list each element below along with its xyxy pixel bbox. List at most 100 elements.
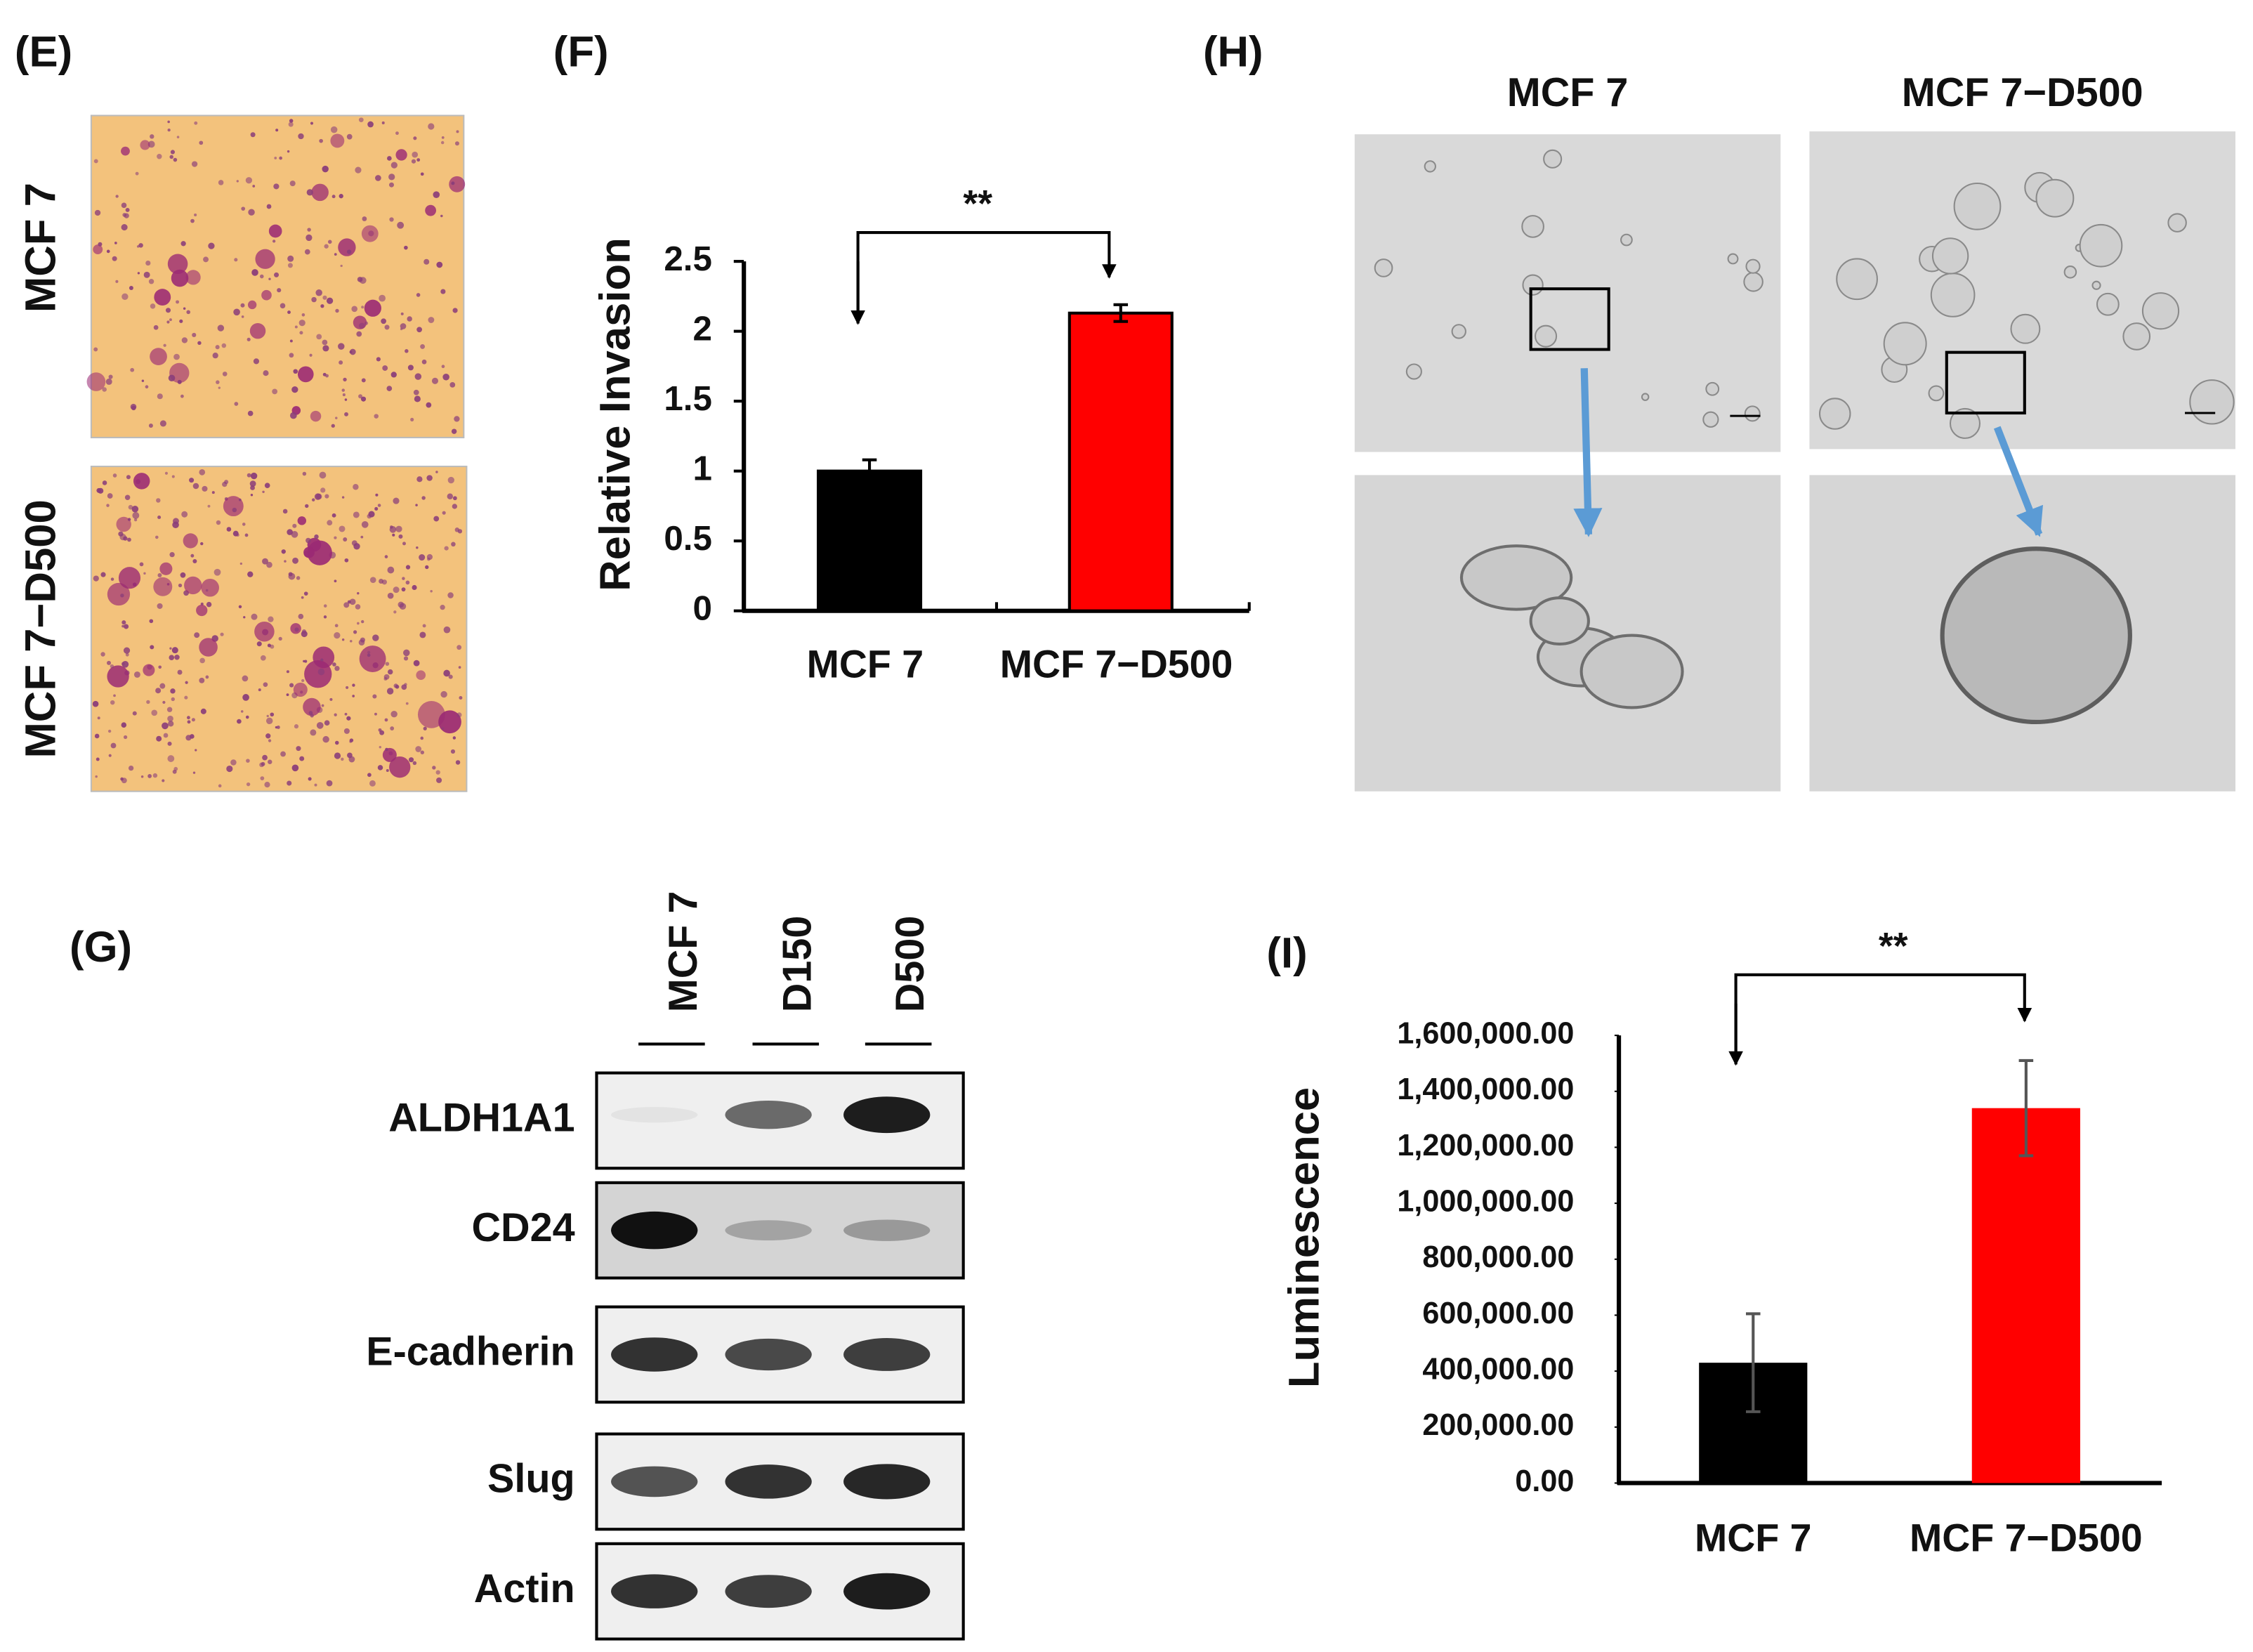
spheroid (1641, 393, 1650, 401)
stained-cell (215, 345, 220, 350)
stained-cell (129, 286, 133, 290)
stained-cell (114, 242, 117, 244)
stained-cell (240, 303, 245, 308)
blot-band (611, 1574, 698, 1608)
stained-cell (277, 288, 282, 293)
panel-label: (I) (1266, 929, 1307, 977)
stained-cell (450, 749, 456, 754)
stained-cell (331, 424, 335, 428)
stained-cell (164, 471, 169, 475)
significance-bracket (856, 230, 1117, 324)
stained-cell (324, 244, 329, 249)
stained-cell (341, 757, 344, 761)
zoom-box (1945, 350, 2026, 415)
stained-cell (416, 476, 423, 483)
stained-cell (344, 398, 348, 401)
stained-cell (443, 669, 450, 677)
stained-cell (388, 173, 395, 181)
stained-cell (192, 332, 197, 338)
stained-cell (92, 700, 99, 707)
stained-cell (341, 638, 345, 641)
stained-cell (376, 357, 381, 362)
stained-cell (456, 645, 462, 650)
stained-cell (412, 761, 417, 766)
stained-cell (315, 289, 322, 296)
stained-cell (291, 530, 298, 538)
stained-cell (334, 536, 337, 539)
stained-cell (303, 697, 321, 716)
stained-cell (338, 343, 345, 350)
stained-cell (353, 630, 357, 634)
stained-cell (140, 140, 150, 150)
stained-cell (326, 780, 333, 787)
stained-cell (408, 757, 414, 763)
stained-cell (237, 719, 242, 724)
stained-cell (172, 769, 177, 774)
stained-cell (137, 272, 140, 275)
stained-cell (218, 180, 224, 185)
stained-cell (296, 576, 301, 580)
stained-cell (369, 780, 376, 787)
stained-cell (334, 632, 341, 639)
stained-cell (107, 729, 112, 733)
stained-cell (322, 165, 329, 173)
stained-cell (384, 324, 390, 330)
stained-cell (322, 735, 329, 743)
y-tick-label: 1 (693, 450, 712, 488)
stained-cell (121, 146, 130, 156)
stained-cell (419, 631, 426, 638)
stained-cell (107, 493, 113, 499)
stained-cell (322, 339, 328, 346)
stained-cell (358, 394, 363, 399)
bar (817, 469, 923, 612)
stained-cell (419, 554, 426, 561)
stained-cell (435, 770, 440, 775)
stained-cell (98, 487, 104, 494)
stained-cell (173, 353, 180, 360)
stained-cell (286, 693, 289, 696)
stained-cell (344, 712, 348, 716)
stained-cell (97, 716, 100, 720)
stained-cell (413, 136, 417, 140)
stained-cell (275, 129, 279, 132)
spheroid (2096, 292, 2120, 316)
stained-cell (263, 370, 269, 376)
stained-cell (107, 665, 129, 688)
y-axis-title: Luminescence (1280, 1087, 1328, 1388)
stained-cell (388, 182, 394, 188)
stained-cell (250, 485, 255, 490)
stained-cell (306, 537, 311, 544)
stained-cell (359, 277, 367, 284)
stained-cell (338, 238, 356, 256)
panel-label: (F) (553, 27, 609, 76)
stained-cell (105, 378, 112, 385)
stained-cell (186, 310, 190, 315)
stained-cell (357, 592, 360, 595)
stained-cell (415, 504, 418, 506)
stained-cell (102, 387, 107, 392)
stained-cell (387, 156, 392, 161)
stained-cell (122, 213, 127, 217)
stained-cell (274, 272, 280, 277)
stained-cell (404, 683, 407, 686)
blot-band (611, 1466, 698, 1497)
stained-cell (340, 264, 343, 268)
stained-cell (262, 490, 265, 494)
stained-cell (243, 616, 246, 619)
stained-cell (416, 327, 423, 333)
spheroid (1620, 233, 1633, 247)
spheroid-large (1940, 546, 2132, 725)
stained-cell (289, 353, 294, 358)
stained-cell (183, 307, 186, 310)
cell-cluster (1529, 596, 1590, 646)
stained-cell (261, 289, 272, 301)
stained-cell (407, 316, 412, 322)
stained-cell (221, 343, 227, 348)
stained-cell (123, 735, 128, 740)
stained-cell (150, 303, 156, 309)
blot-band (611, 1107, 698, 1123)
stained-cell (334, 624, 339, 628)
stained-cell (402, 542, 406, 546)
stained-cell (150, 134, 155, 139)
stained-cell (162, 722, 169, 730)
